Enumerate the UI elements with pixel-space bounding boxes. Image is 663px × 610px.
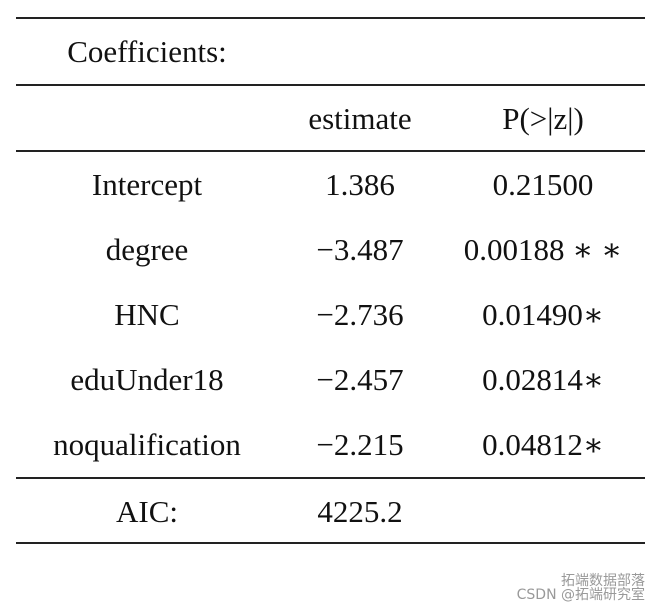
footer-value: 4225.2 bbox=[317, 494, 403, 529]
column-header: P(>|z|) bbox=[502, 101, 584, 136]
table-cell: 0.02814∗ bbox=[482, 362, 604, 397]
row-label: Intercept bbox=[91, 167, 203, 202]
watermark-credit: CSDN @拓端研究室 bbox=[516, 587, 645, 603]
rule bbox=[16, 542, 645, 544]
column-header: estimate bbox=[308, 101, 412, 136]
footer-label: AIC: bbox=[116, 494, 178, 529]
row-label: degree bbox=[105, 232, 189, 267]
table-cell: −3.487 bbox=[316, 232, 404, 267]
table-cell: 0.04812∗ bbox=[482, 427, 604, 462]
rule bbox=[16, 17, 645, 19]
table-cell: 0.00188 ∗ ∗ bbox=[463, 232, 623, 267]
table-cell: 0.21500 bbox=[492, 167, 594, 202]
table-title: Coefficients: bbox=[67, 34, 227, 69]
rule bbox=[16, 150, 645, 152]
table-cell: −2.457 bbox=[316, 362, 404, 397]
table-cell: 0.01490∗ bbox=[482, 297, 604, 332]
rule bbox=[16, 84, 645, 86]
row-label: noqualification bbox=[53, 427, 241, 462]
row-label: HNC bbox=[114, 297, 180, 332]
rule bbox=[16, 477, 645, 479]
watermark-source: 拓端数据部落 bbox=[561, 573, 645, 589]
table-cell: −2.736 bbox=[316, 297, 404, 332]
row-label: eduUnder18 bbox=[70, 362, 224, 397]
table-cell: −2.215 bbox=[316, 427, 404, 462]
table-cell: 1.386 bbox=[325, 167, 395, 202]
